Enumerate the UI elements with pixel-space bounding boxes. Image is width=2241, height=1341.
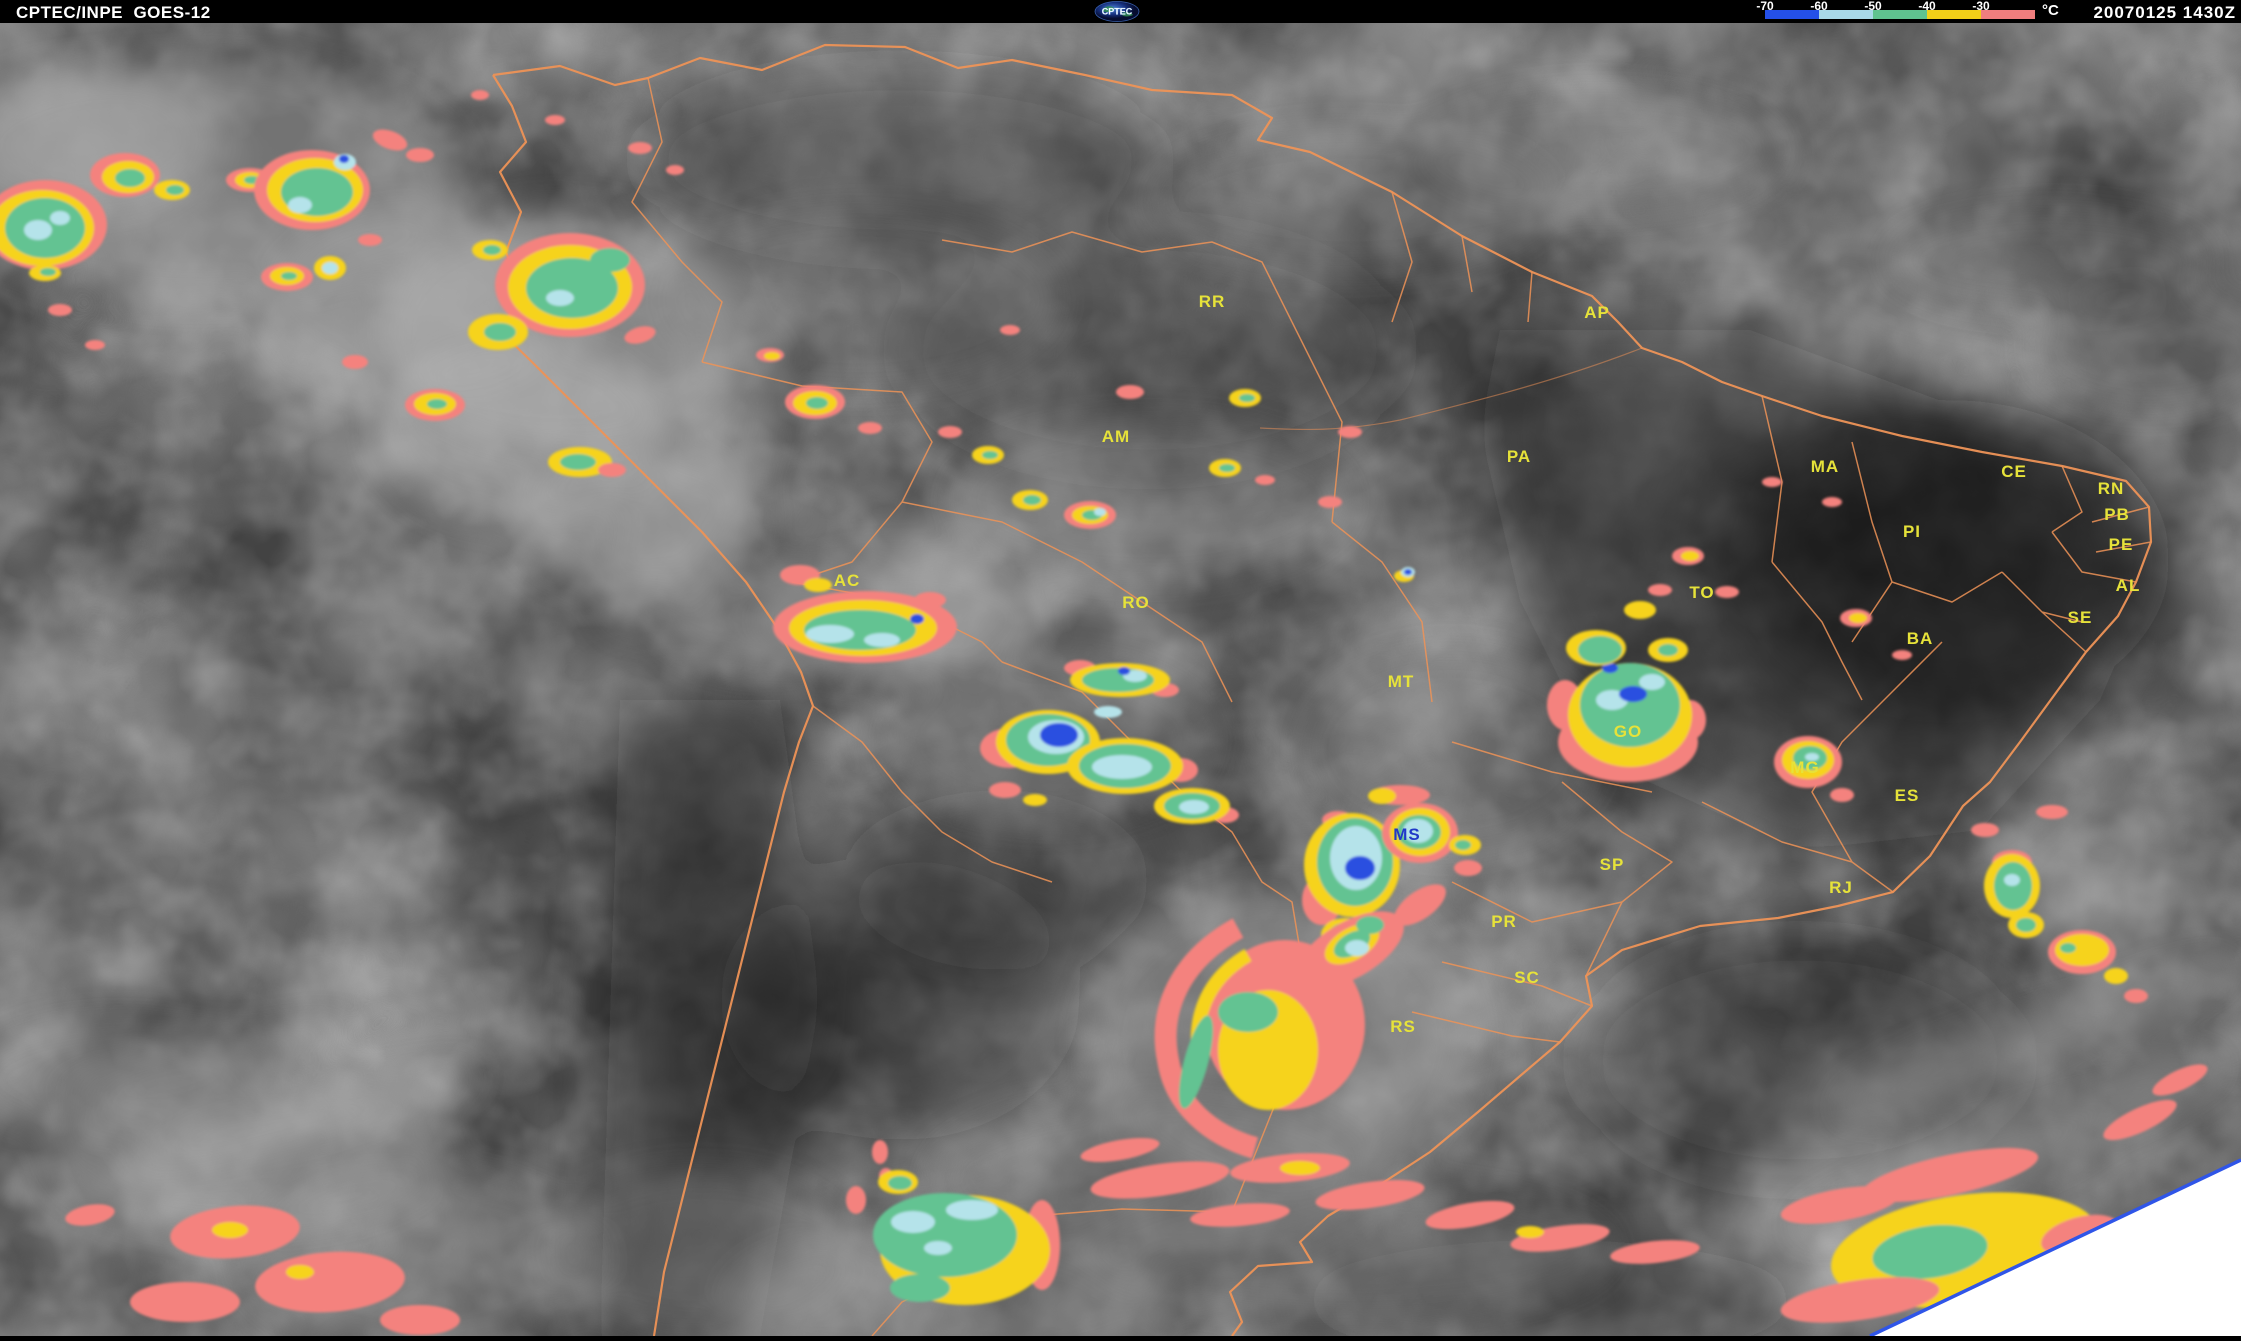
earth-limb-line [1869, 1158, 2241, 1338]
header-bar: CPTEC/INPE GOES-12 CPTEC -70 -60 -50 -40 -30… [0, 0, 2241, 23]
scale-tick-label: -40 [1918, 0, 1936, 13]
scale-segment: -40 [1918, 0, 1981, 23]
cptec-logo-text: CPTEC [1102, 7, 1133, 17]
scale-color-bar [1873, 10, 1927, 19]
scale-tick-label: -60 [1810, 0, 1828, 13]
scale-unit: °C [2042, 2, 2059, 19]
scale-color-bar [1927, 10, 1981, 19]
scale-segment: -60 [1810, 0, 1873, 23]
temperature-scale: -70 -60 -50 -40 -30 [1756, 0, 2045, 23]
scale-segment: -30 [1972, 0, 2035, 23]
scale-tick-label: -50 [1864, 0, 1882, 13]
scale-tick-label: -70 [1756, 0, 1774, 13]
state-borders [631, 77, 2152, 1337]
scale-segment: -70 [1756, 0, 1819, 23]
cptec-logo: CPTEC [1094, 1, 1140, 22]
timestamp: 20070125 1430Z [2093, 3, 2236, 22]
scale-color-bar [1981, 10, 2035, 19]
scale-segment: -50 [1864, 0, 1927, 23]
product-title: CPTEC/INPE GOES-12 [16, 3, 211, 22]
scale-color-bar [1765, 10, 1819, 19]
scale-color-bar [1819, 10, 1873, 19]
scale-tick-label: -30 [1972, 0, 1990, 13]
country-borders [492, 43, 2153, 1337]
